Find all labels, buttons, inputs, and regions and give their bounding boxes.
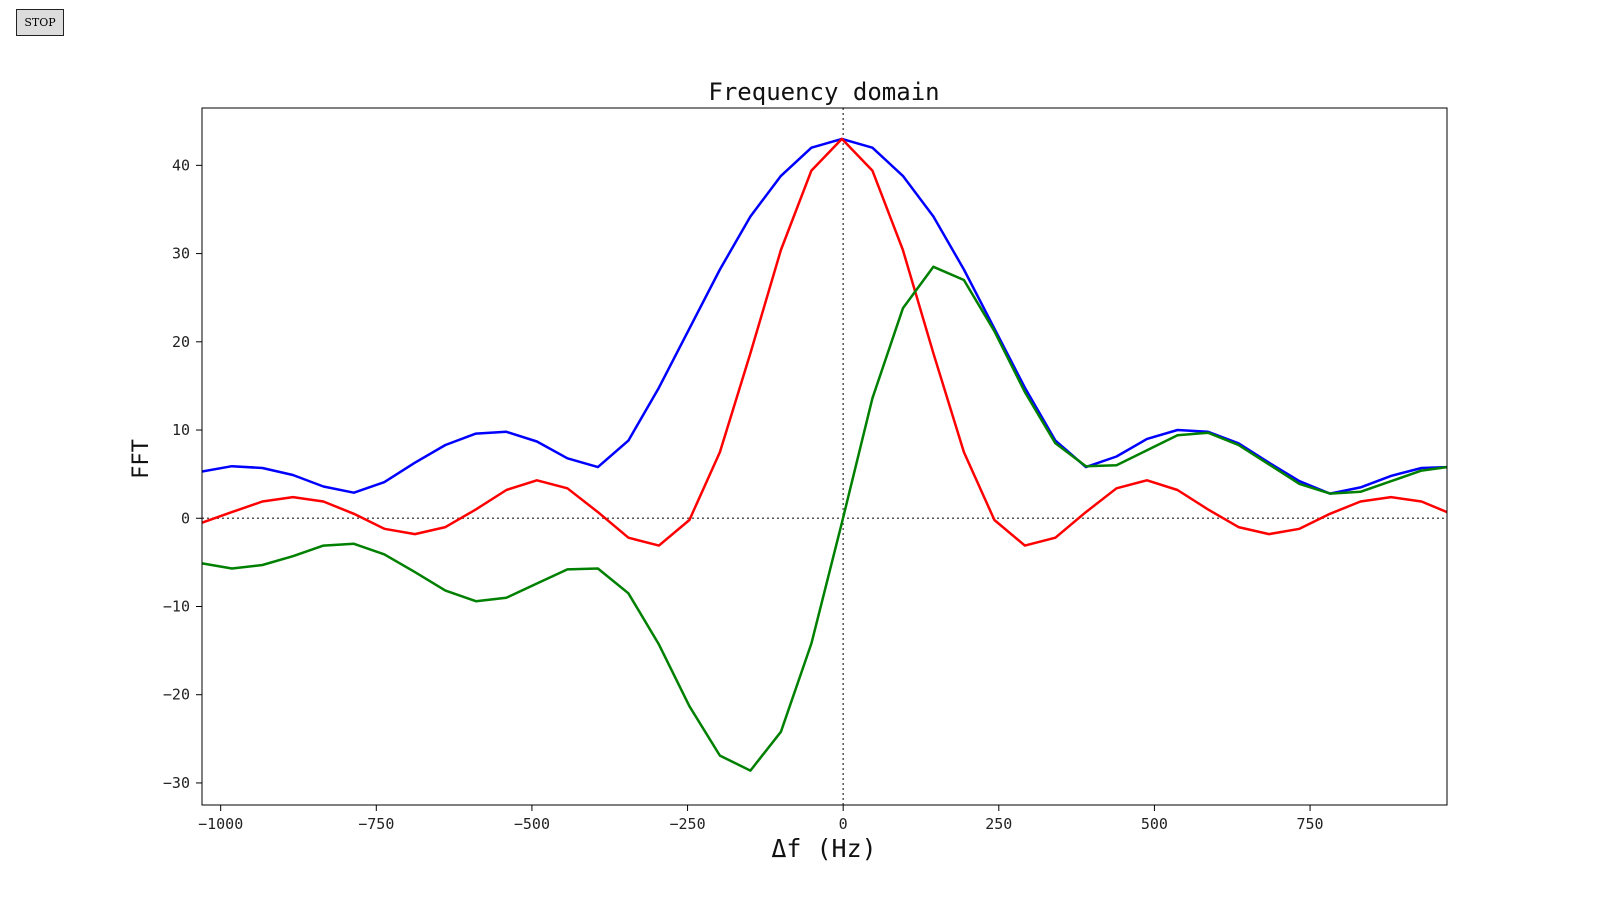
- y-tick-label: 20: [172, 333, 190, 351]
- y-tick-label: 30: [172, 245, 190, 263]
- x-tick-label: −250: [669, 815, 705, 833]
- y-tick-label: 0: [181, 509, 190, 527]
- x-tick-label: 250: [985, 815, 1012, 833]
- x-tick-label: −500: [514, 815, 550, 833]
- stop-button[interactable]: STOP: [16, 9, 64, 36]
- x-tick-label: 500: [1141, 815, 1168, 833]
- plot-frame: [201, 107, 1448, 806]
- y-tick-label: −30: [163, 774, 190, 792]
- series-line-2: [202, 265, 1447, 772]
- y-axis-label: FFT: [129, 439, 154, 479]
- x-tick-label: −1000: [198, 815, 243, 833]
- series-line-1: [202, 137, 1447, 547]
- x-tick-label: 0: [839, 815, 848, 833]
- y-tick-label: 40: [172, 156, 190, 174]
- series-line-0: [202, 137, 1447, 495]
- y-tick-label: −20: [163, 686, 190, 704]
- x-axis-label: Δf (Hz): [771, 834, 876, 863]
- x-tick-label: 750: [1297, 815, 1324, 833]
- y-axis: −30 −20 −10 0 10 20 30 40: [163, 156, 202, 792]
- series-layer: [202, 137, 1447, 772]
- reference-lines: [202, 108, 1447, 805]
- x-tick-label: −750: [358, 815, 394, 833]
- y-tick-label: 10: [172, 421, 190, 439]
- x-axis: −1000 −750 −500 −250 0 250 500 750: [198, 805, 1324, 833]
- y-tick-label: −10: [163, 597, 190, 615]
- chart-title: Frequency domain: [708, 78, 939, 106]
